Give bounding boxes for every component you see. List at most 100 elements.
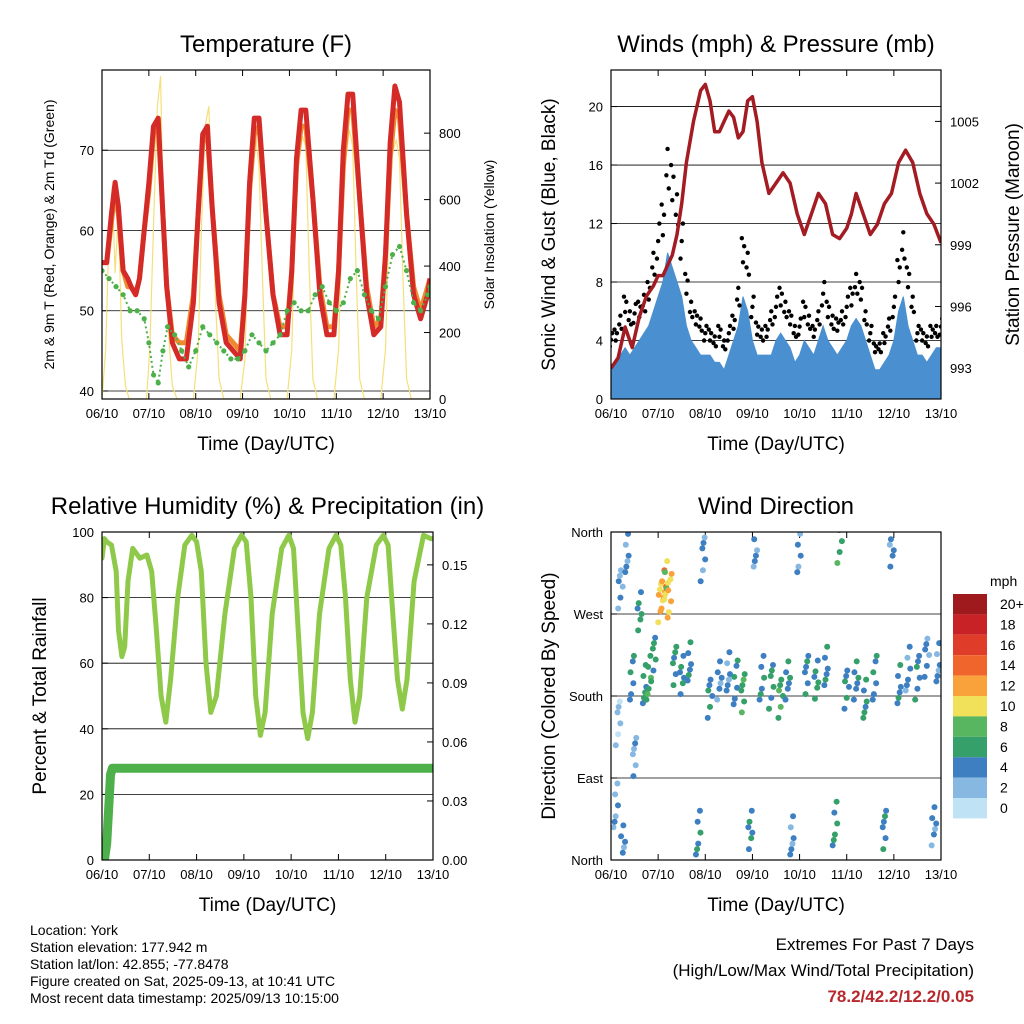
wind-gust-point (741, 243, 747, 249)
wind_direction-xtick-label: 09/10 (736, 867, 769, 882)
direction-point (619, 849, 626, 856)
temperature-xtick-label: 06/10 (86, 406, 119, 421)
humidity-y2tick-label: 0.09 (442, 676, 467, 691)
direction-point (914, 658, 921, 665)
direction-point (618, 833, 625, 840)
direction-point (768, 694, 775, 701)
wind-gust-point (670, 197, 675, 203)
wind-gust-point (753, 320, 759, 325)
wind-gust-point (758, 334, 763, 340)
direction-point (766, 705, 773, 712)
wind-gust-point (734, 297, 740, 302)
direction-point (687, 639, 694, 646)
wind-gust-point (685, 278, 690, 283)
temperature-ytick-label: 50 (80, 304, 94, 319)
wind-gust-point (732, 317, 737, 323)
wind-gust-point (925, 344, 931, 349)
direction-point (624, 558, 631, 565)
humidity-ytick-label: 0 (87, 853, 94, 868)
wind-gust-point (650, 265, 655, 270)
wind-gust-point (712, 334, 717, 339)
recent-data-text: Most recent data timestamp: 2025/09/13 1… (30, 990, 339, 1006)
wind-gust-point (906, 271, 912, 277)
direction-point (649, 645, 656, 652)
wind-gust-point (716, 323, 721, 329)
direction-point (630, 652, 637, 659)
direction-point (686, 666, 693, 673)
temperature-plot-border (101, 69, 431, 400)
direction-point (652, 656, 659, 663)
direction-point (697, 578, 704, 585)
direction-point (699, 567, 706, 574)
direction-point (741, 698, 748, 705)
wind-gust-point (866, 338, 872, 343)
direction-point (933, 651, 940, 658)
direction-point (794, 569, 801, 576)
humidity-xtick-label: 07/10 (133, 867, 166, 882)
direction-point (851, 669, 858, 676)
wind-gust-point (916, 323, 921, 329)
wind-gust-point (698, 316, 703, 321)
wind-gust-point (882, 340, 887, 346)
direction-point (615, 731, 622, 738)
direction-point (697, 829, 704, 836)
legend-label: 16 (1000, 637, 1016, 653)
direction-point (664, 558, 671, 565)
direction-point (622, 541, 629, 548)
direction-point (647, 652, 654, 659)
wind-gust-point (683, 271, 688, 277)
legend-swatch (953, 777, 987, 798)
wind_direction-ytick-label: West (574, 607, 604, 622)
wind-gust-point (688, 299, 694, 304)
wind-gust-point (905, 284, 911, 290)
wind-gust-point (825, 314, 831, 320)
direction-point (679, 680, 686, 687)
winds-xtick-label: 07/10 (642, 406, 675, 421)
direction-point (921, 673, 928, 680)
winds-xtick-label: 10/10 (783, 406, 816, 421)
wind-gust-point (713, 344, 719, 349)
direction-point (811, 673, 818, 680)
extremes-title: Extremes For Past 7 Days (775, 935, 974, 954)
dewpoint-point (256, 340, 262, 346)
direction-point (798, 525, 804, 531)
direction-point (880, 818, 887, 825)
legend-label: 14 (1000, 657, 1016, 673)
wind-gust-point (810, 323, 815, 329)
wind-gust-point (845, 294, 851, 299)
wind-gust-point (904, 265, 910, 270)
direction-point (631, 745, 638, 752)
wind-gust-point (701, 338, 707, 343)
wind-gust-point (754, 332, 760, 337)
direction-point (823, 671, 830, 678)
direction-point (751, 536, 758, 543)
wind-gust-point (749, 314, 754, 320)
winds-ytick-label: 12 (589, 217, 603, 232)
wind-gust-point (844, 304, 849, 310)
temperature-y2tick-label: 600 (439, 193, 461, 208)
direction-point (706, 682, 713, 689)
wind-gust-point (765, 327, 770, 332)
wind-gust-point (784, 314, 789, 320)
wind_direction-xtick-label: 11/10 (831, 867, 863, 882)
legend-label: 8 (1000, 718, 1008, 734)
direction-point (896, 689, 903, 696)
wind-gust-point (744, 265, 749, 270)
direction-point (843, 672, 850, 679)
direction-point (903, 682, 910, 689)
humidity-xtick-label: 09/10 (228, 867, 261, 882)
direction-point (785, 658, 792, 665)
wind_direction-ytick-label: South (569, 689, 603, 704)
direction-point (632, 740, 639, 747)
winds-y2tick-label: 1002 (950, 176, 979, 191)
direction-point (635, 627, 642, 634)
direction-point (741, 671, 748, 678)
winds-ytick-label: 8 (596, 275, 603, 290)
wind-gust-point (770, 322, 775, 327)
wind-gust-point (896, 279, 901, 285)
direction-point (752, 552, 759, 559)
wind-gust-point (853, 271, 859, 277)
temperature-xtick-label: 10/10 (273, 406, 306, 421)
direction-point (700, 539, 707, 546)
direction-point (672, 649, 679, 656)
